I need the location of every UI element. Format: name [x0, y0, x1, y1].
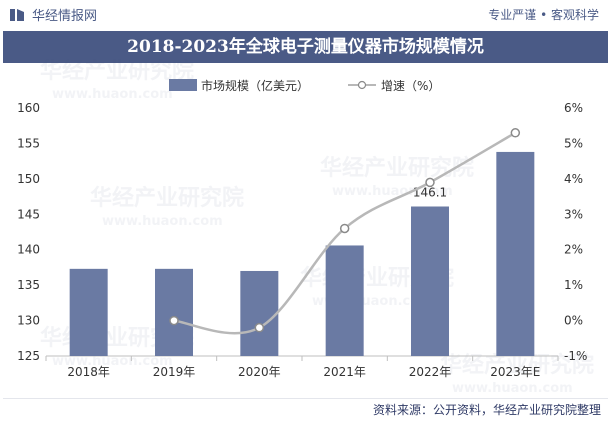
y-right-tick-label: -1%	[564, 349, 587, 363]
y-left-tick-label: 125	[17, 349, 40, 363]
y-right-tick-label: 0%	[564, 314, 583, 328]
watermark-url: www.huaon.com	[332, 184, 453, 199]
chart-title: 2018-2023年全球电子测量仪器市场规模情况	[3, 31, 608, 63]
legend-label-line: 增速（%）	[381, 79, 440, 93]
watermark-text: 华经产业研究院	[40, 58, 194, 84]
bar-market-size	[69, 268, 108, 356]
y-right-tick-label: 3%	[564, 207, 583, 221]
watermark-url: www.huaon.com	[452, 381, 573, 396]
growth-rate-point	[339, 223, 350, 234]
legend-marker-line	[357, 80, 367, 90]
bar-market-size	[240, 270, 279, 356]
x-tick-label: 2019年	[153, 365, 196, 379]
x-tick-label: 2021年	[323, 365, 366, 379]
bar-market-size	[155, 268, 193, 356]
y-right-tick-label: 4%	[564, 172, 583, 186]
y-right-tick-label: 2%	[564, 243, 583, 257]
legend-label-bars: 市场规模（亿美元）	[201, 78, 309, 93]
watermark-url: www.huaon.com	[102, 214, 223, 229]
bar-data-label: 146.1	[413, 185, 447, 199]
top-bar: 华经情报网 专业严谨 • 客观科学	[0, 0, 611, 28]
x-tick-label: 2020年	[238, 365, 281, 379]
watermark-text: 华经产业研究院	[320, 155, 474, 181]
y-left-tick-label: 155	[17, 136, 40, 150]
bar-market-size	[325, 245, 364, 356]
y-left-tick-label: 130	[17, 314, 40, 328]
y-left-tick-label: 135	[17, 278, 40, 292]
growth-rate-point	[254, 322, 265, 333]
watermark-text: 华经产业研究院	[90, 185, 244, 211]
footer-divider	[3, 398, 608, 399]
y-right-tick-label: 1%	[564, 278, 583, 292]
brand-logo-icon	[10, 9, 24, 21]
y-left-tick-label: 150	[17, 172, 40, 186]
y-left-tick-label: 160	[17, 101, 40, 115]
source-note: 资料来源：公开资料，华经产业研究院整理	[372, 403, 601, 417]
x-tick-label: 2022年	[409, 365, 452, 379]
y-left-tick-label: 140	[17, 243, 40, 257]
x-tick-label: 2023年E	[490, 365, 540, 379]
x-tick-label: 2018年	[67, 365, 110, 379]
growth-rate-point	[169, 315, 179, 326]
legend-swatch-bars	[169, 79, 197, 91]
watermark-url: www.huaon.com	[52, 87, 173, 102]
bar-market-size	[411, 206, 449, 356]
watermark-url: www.huaon.com	[52, 354, 173, 369]
growth-rate-point	[510, 128, 521, 138]
brand-tagline: 专业严谨 • 客观科学	[488, 8, 599, 22]
growth-rate-point	[425, 177, 435, 188]
y-right-tick-label: 5%	[564, 136, 583, 150]
y-left-tick-label: 145	[17, 207, 40, 221]
bar-market-size	[496, 151, 535, 356]
y-right-tick-label: 6%	[564, 101, 583, 115]
brand-name: 华经情报网	[32, 9, 98, 24]
